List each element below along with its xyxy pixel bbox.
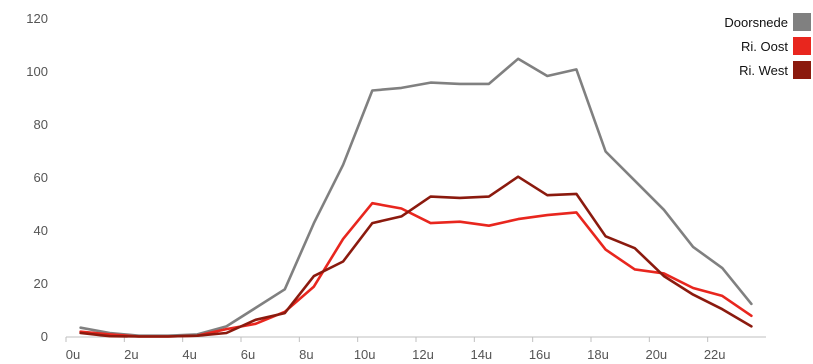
x-tick-label: 0u: [66, 347, 80, 362]
y-tick-label: 0: [41, 329, 48, 344]
y-tick-label: 60: [34, 170, 48, 185]
y-tick-label: 120: [26, 11, 48, 26]
series-line-doorsnede: [79, 57, 753, 338]
legend-label: Doorsnede: [724, 15, 788, 30]
x-tick-label: 14u: [470, 347, 492, 362]
x-tick-label: 22u: [704, 347, 726, 362]
legend-swatch: [793, 37, 811, 55]
y-tick-label: 80: [34, 117, 48, 132]
x-tick-label: 16u: [529, 347, 551, 362]
x-tick-label: 20u: [645, 347, 667, 362]
x-tick-label: 2u: [124, 347, 138, 362]
x-tick-label: 18u: [587, 347, 609, 362]
legend-label: Ri. West: [739, 63, 788, 78]
x-tick-label: 12u: [412, 347, 434, 362]
series-line-ri-oost: [79, 201, 753, 338]
series-line-ri-west: [79, 175, 753, 338]
legend-swatch: [793, 13, 811, 31]
y-tick-label: 100: [26, 64, 48, 79]
series-lines: [79, 57, 753, 338]
x-tick-label: 4u: [182, 347, 196, 362]
y-tick-label: 20: [34, 276, 48, 291]
legend-swatch: [793, 61, 811, 79]
legend: Doorsnede Ri. Oost Ri. West: [724, 13, 811, 79]
axes: 0 20 40 60 80 100 120 0u 2u 4u 6u 8u 10u 12u 14u 16u 18u…: [26, 11, 766, 362]
x-tick-label: 6u: [241, 347, 255, 362]
y-tick-label: 40: [34, 223, 48, 238]
x-tick-label: 8u: [299, 347, 313, 362]
legend-label: Ri. Oost: [741, 39, 788, 54]
x-tick-label: 10u: [354, 347, 376, 362]
